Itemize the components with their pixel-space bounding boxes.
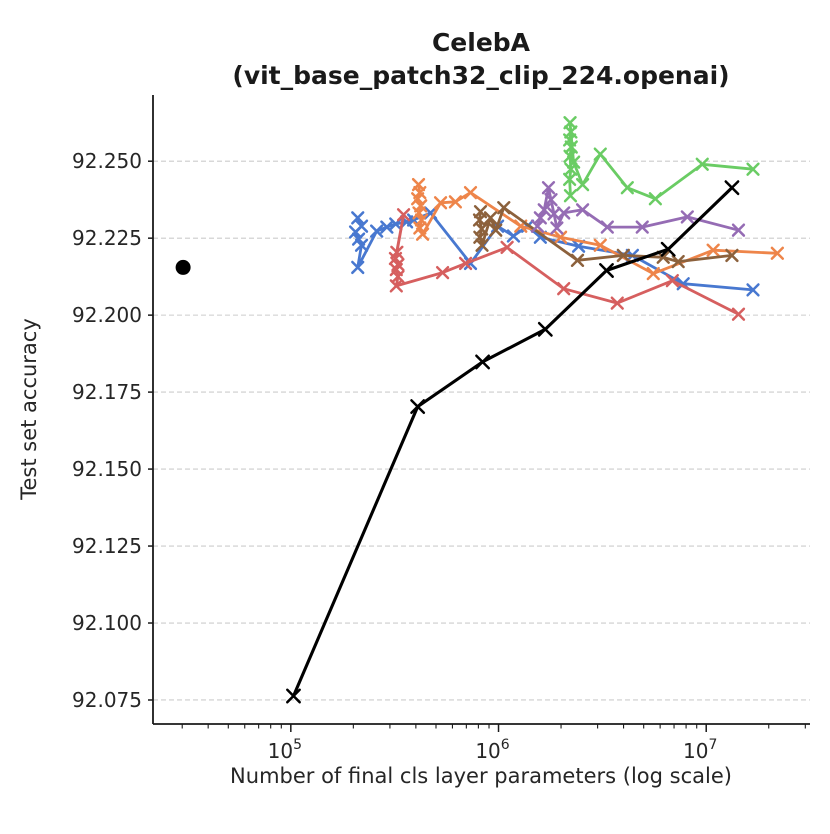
x-tick-label: 106 — [475, 737, 509, 763]
data-series-layer — [175, 116, 784, 704]
data-point-x-marker — [537, 321, 553, 337]
data-point-x-marker — [544, 193, 558, 207]
data-point-x-marker — [660, 241, 676, 257]
y-tick-label: 92.150 — [72, 457, 142, 481]
data-point-x-marker — [575, 177, 590, 192]
x-tick-label: 107 — [683, 737, 717, 763]
data-point-x-marker — [475, 354, 491, 370]
data-point-x-marker — [435, 265, 450, 280]
data-point-x-marker — [533, 211, 547, 225]
data-point-x-marker — [575, 203, 590, 217]
data-point-x-marker — [483, 211, 498, 225]
data-point-x-marker — [557, 206, 571, 220]
data-point-x-marker — [593, 147, 607, 161]
data-point-x-marker — [557, 282, 571, 296]
data-point-x-marker — [410, 399, 426, 415]
data-point-x-marker — [286, 688, 301, 704]
data-point-x-marker — [500, 240, 514, 255]
data-point-x-marker — [412, 206, 426, 220]
data-point-x-marker — [564, 162, 578, 176]
data-point-x-marker — [706, 243, 720, 257]
data-point-x-marker — [725, 248, 739, 263]
y-axis-label: Test set accuracy — [17, 318, 41, 501]
y-tick-label: 92.250 — [72, 149, 142, 173]
baseline-dot — [175, 259, 191, 275]
series-brown — [472, 201, 739, 269]
data-point-x-marker — [448, 195, 463, 209]
series-green — [562, 116, 760, 206]
data-point-x-marker — [530, 219, 545, 233]
data-point-x-marker — [354, 238, 369, 252]
data-point-x-marker — [562, 172, 577, 187]
data-point-x-marker — [563, 189, 578, 203]
data-point-x-marker — [475, 238, 489, 252]
data-point-x-marker — [458, 256, 473, 271]
data-point-x-marker — [411, 192, 425, 206]
y-tick-label: 92.175 — [72, 380, 142, 404]
data-point-x-marker — [497, 201, 511, 215]
data-point-x-marker — [665, 274, 680, 288]
data-point-x-marker — [731, 307, 746, 321]
data-point-x-marker — [646, 266, 660, 281]
y-tick-label: 92.075 — [72, 688, 142, 712]
axis-ticks — [148, 160, 806, 732]
y-tick-label: 92.125 — [72, 534, 142, 558]
data-point-x-marker — [680, 210, 694, 224]
data-point-x-marker — [724, 180, 740, 196]
data-point-x-marker — [380, 220, 394, 234]
data-point-x-marker — [746, 283, 760, 297]
data-point-x-marker — [389, 279, 403, 293]
y-tick-label: 92.200 — [72, 303, 142, 327]
chart-title-line2: (vit_base_patch32_clip_224.openai) — [232, 61, 729, 90]
data-point-x-marker — [566, 155, 581, 169]
chart-title-line1: CelebA — [432, 28, 531, 57]
series-black-sweep — [286, 180, 740, 704]
data-point-x-marker — [616, 248, 630, 263]
data-point-x-marker — [610, 296, 624, 310]
data-point-x-marker — [731, 223, 746, 237]
data-point-x-marker — [553, 230, 568, 244]
data-point-x-marker — [570, 253, 585, 267]
data-point-x-marker — [770, 246, 784, 260]
tick-labels: 92.075 92.100 92.125 92.150 92.175 92.200 92.2… — [72, 149, 717, 763]
data-point-x-marker — [351, 232, 366, 246]
data-point-x-marker — [537, 203, 551, 217]
data-point-x-marker — [351, 211, 365, 225]
data-point-x-marker — [593, 238, 607, 252]
data-point-x-marker — [671, 254, 685, 269]
y-tick-label: 92.225 — [72, 226, 142, 250]
data-point-x-marker — [370, 224, 384, 238]
data-point-x-marker — [599, 263, 614, 278]
series-red — [388, 208, 746, 321]
series-purple — [530, 181, 746, 237]
data-point-x-marker — [351, 260, 365, 275]
data-point-x-marker — [541, 181, 556, 195]
data-point-x-marker — [620, 181, 634, 195]
data-point-x-marker — [648, 192, 663, 206]
data-point-x-marker — [396, 208, 411, 222]
data-point-x-marker — [506, 229, 521, 243]
data-point-x-marker — [489, 223, 503, 237]
data-point-x-marker — [463, 185, 478, 200]
data-point-x-marker — [550, 221, 564, 235]
data-point-x-marker — [695, 157, 709, 171]
data-point-x-marker — [746, 162, 760, 176]
data-point-x-marker — [563, 116, 577, 130]
y-tick-label: 92.100 — [72, 611, 142, 635]
data-point-x-marker — [433, 196, 448, 210]
data-point-x-marker — [348, 225, 363, 239]
data-point-x-marker — [415, 227, 430, 241]
data-point-x-marker — [635, 220, 649, 234]
x-axis-label: Number of final cls layer parameters (lo… — [230, 764, 732, 788]
data-point-dot — [175, 259, 191, 275]
x-tick-label: 105 — [268, 737, 302, 763]
axis-spines — [152, 95, 810, 725]
data-point-x-marker — [600, 220, 614, 234]
